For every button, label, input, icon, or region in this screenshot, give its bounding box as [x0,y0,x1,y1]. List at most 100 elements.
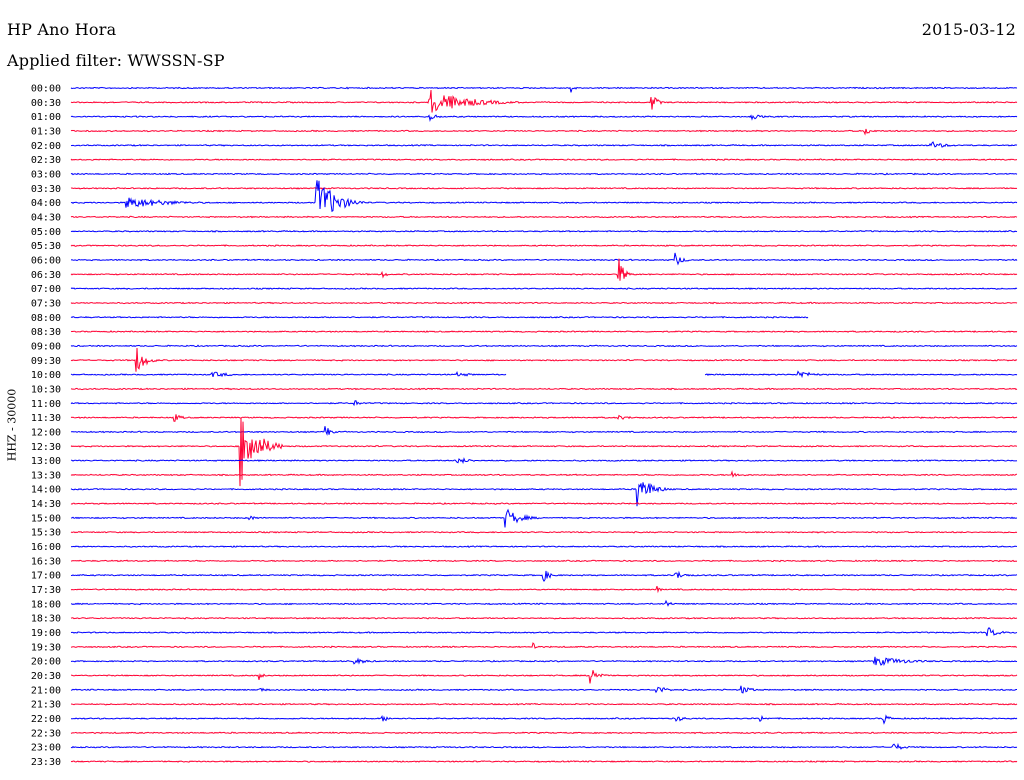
trace-line-1230 [70,418,1017,487]
row-time-label: 07:00 [31,284,61,295]
row-time-label: 08:30 [31,327,61,338]
trace-line-0600 [70,252,1018,266]
trace-line-1130 [70,414,1018,422]
station-title: HP Ano Hora [7,20,117,39]
trace-line-1200 [70,426,1017,436]
trace-line-1830 [70,616,1018,620]
row-time-label: 20:00 [31,657,61,668]
trace-line-0030 [70,89,1018,113]
row-time-label: 12:00 [31,427,61,438]
row-time-label: 02:30 [31,155,61,166]
row-time-label: 08:00 [31,313,61,324]
trace-line-1500 [70,508,1018,528]
row-time-label: 22:00 [31,714,61,725]
trace-line-2300 [70,742,1018,750]
trace-line-0300 [70,172,1018,176]
filter-label: Applied filter: WWSSN-SP [7,51,225,70]
row-time-label: 06:30 [31,270,61,281]
row-time-label: 15:30 [31,528,61,539]
trace-line-2330 [70,760,1018,763]
date-label: 2015-03-12 [921,20,1016,39]
trace-line-1700 [70,570,1018,583]
trace-line-1800 [70,599,1018,607]
trace-line-2030 [70,670,1018,684]
trace-line-0430 [70,215,1018,219]
row-time-label: 13:30 [31,470,61,481]
row-time-label: 16:30 [31,556,61,567]
trace-line-2200 [70,714,1018,725]
trace-line-0200 [70,141,1018,148]
row-time-label: 03:30 [31,184,61,195]
row-time-label: 02:00 [31,141,61,152]
row-time-label: 16:00 [31,542,61,553]
row-time-label: 00:30 [31,98,61,109]
row-time-label: 01:30 [31,126,61,137]
row-time-label: 17:00 [31,571,61,582]
trace-line-1730 [70,585,1018,594]
row-time-label: 19:00 [31,628,61,639]
trace-line-1430 [70,502,1018,505]
row-time-label: 11:30 [31,413,61,424]
trace-line-1530 [70,530,1018,534]
trace-line-0930 [70,347,1018,372]
trace-line-0400 [70,180,1018,213]
trace-line-1300 [70,457,1018,465]
row-time-label: 23:00 [31,743,61,754]
row-time-label: 05:30 [31,241,61,252]
row-time-label: 10:30 [31,384,61,395]
trace-line-0800 [70,315,809,319]
trace-line-1100 [70,400,1018,407]
trace-line-2000 [70,656,1018,667]
trace-line-1000 [70,370,1018,379]
row-time-label: 21:00 [31,685,61,696]
trace-line-2100 [70,685,1017,694]
row-time-label: 05:00 [31,227,61,238]
trace-line-0100 [70,114,1018,122]
trace-line-0000 [70,86,1018,93]
row-time-label: 18:00 [31,599,61,610]
row-time-label: 13:00 [31,456,61,467]
trace-line-0130 [70,128,1017,136]
row-time-label: 03:00 [31,169,61,180]
trace-line-0630 [70,258,1018,281]
trace-line-0500 [70,229,1018,233]
row-time-label: 04:30 [31,212,61,223]
trace-line-1600 [70,545,1017,548]
trace-line-1630 [70,559,1018,563]
trace-line-1030 [70,387,1018,391]
row-time-label: 22:30 [31,728,61,739]
row-time-label: 14:30 [31,499,61,510]
trace-line-0900 [70,344,1018,348]
row-time-label: 01:00 [31,112,61,123]
row-time-label: 04:00 [31,198,61,209]
trace-line-0330 [70,186,1018,190]
row-time-label: 00:00 [31,84,61,95]
row-time-label: 18:30 [31,614,61,625]
trace-line-0700 [70,287,1018,291]
row-time-label: 09:30 [31,356,61,367]
row-time-label: 11:00 [31,399,61,410]
row-time-label: 14:00 [31,485,61,496]
trace-line-1930 [70,642,1017,649]
row-time-label: 12:30 [31,442,61,453]
row-time-label: 19:30 [31,642,61,653]
row-time-label: 20:30 [31,671,61,682]
row-time-label: 21:30 [31,700,61,711]
trace-line-1330 [70,470,1018,478]
trace-line-2130 [70,702,1018,706]
row-time-label: 23:30 [31,757,61,768]
trace-line-1400 [70,482,1018,507]
row-time-label: 09:00 [31,341,61,352]
trace-line-0530 [70,244,1017,247]
row-time-label: 06:00 [31,255,61,266]
row-time-label: 07:30 [31,298,61,309]
trace-line-1900 [70,627,1018,637]
row-time-label: 17:30 [31,585,61,596]
row-time-label: 15:00 [31,513,61,524]
trace-line-0830 [70,330,1018,333]
row-time-label: 10:00 [31,370,61,381]
trace-line-2230 [70,731,1018,735]
trace-line-0730 [70,301,1018,305]
trace-line-0230 [70,158,1018,161]
